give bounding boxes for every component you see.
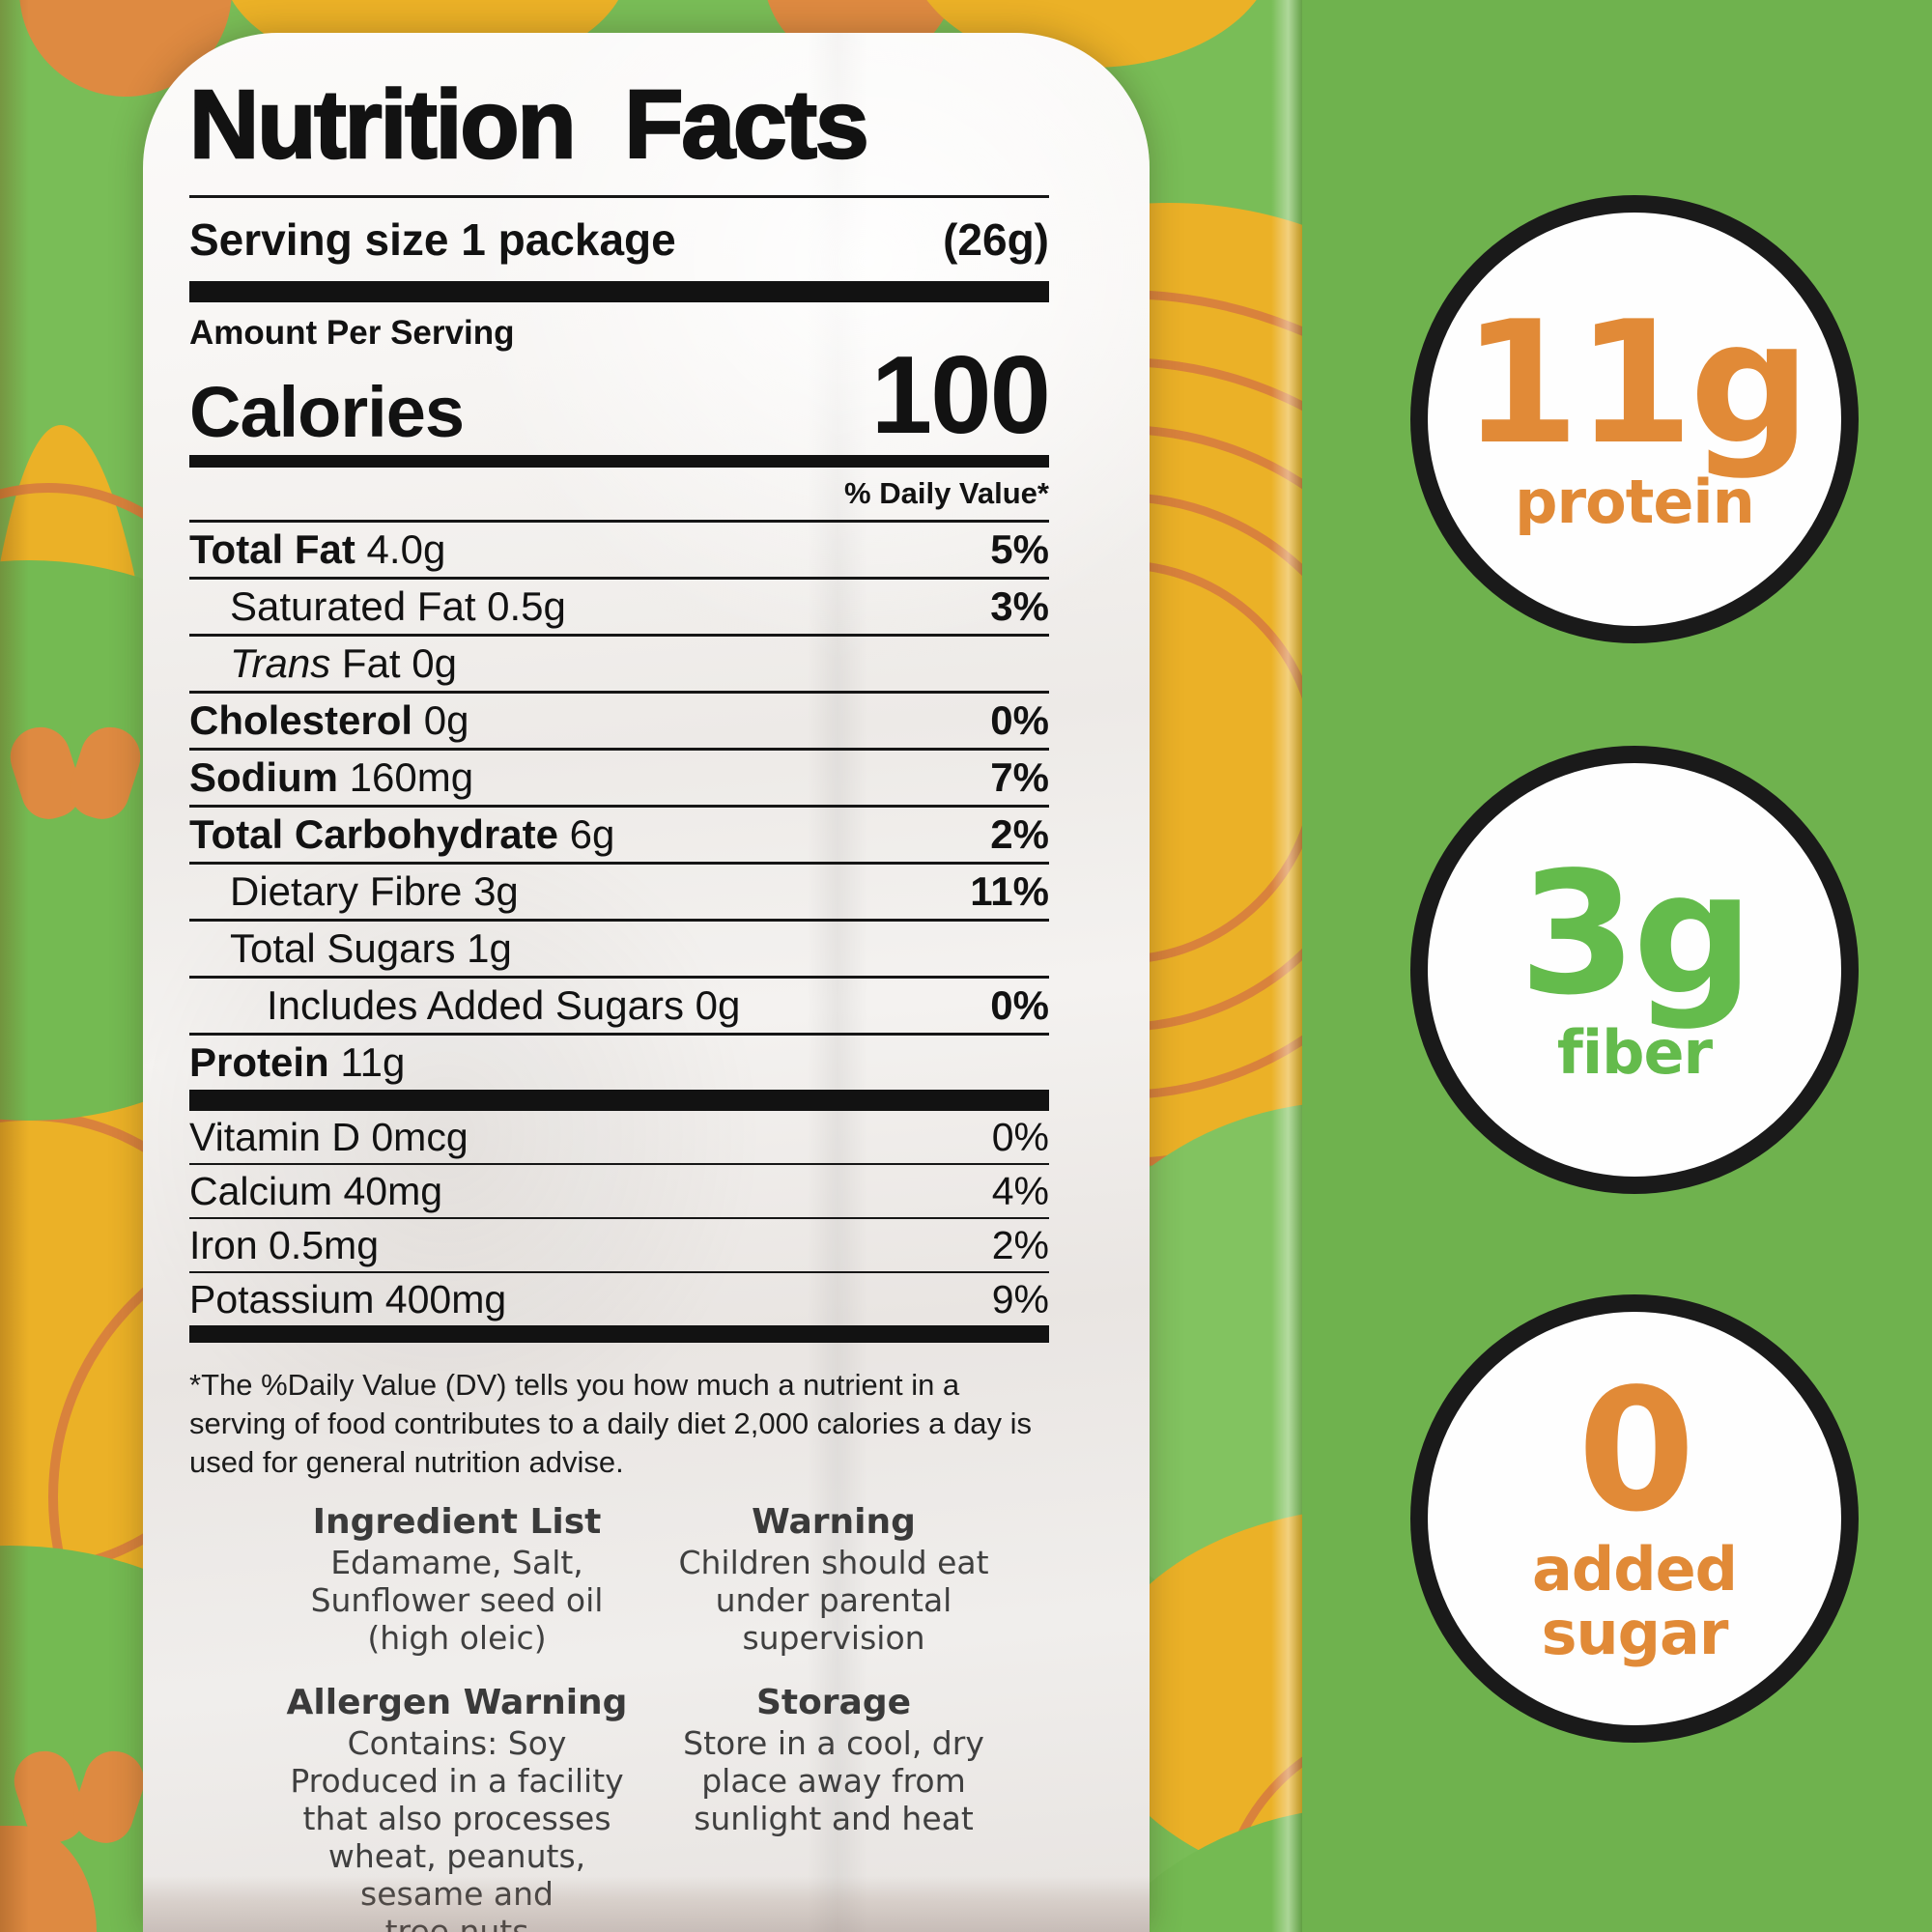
badge-value: 3g <box>1519 836 1753 1033</box>
badge-value: 0 <box>1577 1352 1695 1549</box>
serving-size-label: Serving size 1 package <box>189 214 676 265</box>
vitamin-name: Vitamin D 0mcg <box>189 1114 469 1159</box>
vitamin-row: Potassium 400mg 9% <box>189 1273 1049 1325</box>
info-heading: Ingredient List <box>312 1502 602 1542</box>
nutrient-name: Cholesterol 0g <box>189 697 469 743</box>
nutrient-row: Includes Added Sugars 0g 0% <box>189 979 1049 1036</box>
badge-label: fiber <box>1556 1017 1713 1089</box>
nutrient-row: Total Carbohydrate 6g 2% <box>189 808 1049 865</box>
bag-bottom-seal <box>143 1876 1150 1932</box>
daily-value-header: % Daily Value* <box>189 468 1049 523</box>
info-block: Storage Store in a cool, dry place away … <box>645 1682 1022 1932</box>
nutrient-daily-value: 5% <box>990 526 1049 572</box>
info-block: Ingredient List Edamame, Salt, Sunflower… <box>269 1501 645 1657</box>
nutrient-name: Includes Added Sugars 0g <box>267 982 741 1028</box>
thick-divider <box>189 281 1049 302</box>
badge-label: protein <box>1515 467 1755 538</box>
calories-value: 100 <box>870 334 1051 457</box>
amount-per-serving-label: Amount Per Serving <box>189 314 515 352</box>
badge-face: 0 added sugar <box>1428 1312 1841 1725</box>
badge-ring: 0 added sugar <box>1410 1294 1859 1743</box>
info-heading: Storage <box>755 1683 912 1722</box>
info-body: Children should eat under parental super… <box>678 1544 989 1657</box>
nutrient-name: Trans Fat 0g <box>230 640 457 686</box>
badge-face: 11g protein <box>1428 213 1841 626</box>
vitamin-row: Iron 0.5mg 2% <box>189 1219 1049 1273</box>
info-body: Store in a cool, dry place away from sun… <box>683 1724 984 1837</box>
info-body: Edamame, Salt, Sunflower seed oil (high … <box>310 1544 604 1657</box>
info-block: Allergen Warning Contains: Soy Produced … <box>269 1682 645 1932</box>
nutrient-name: Total Sugars 1g <box>230 925 512 971</box>
nutrient-name: Total Fat 4.0g <box>189 526 446 572</box>
nutrient-row: Cholesterol 0g 0% <box>189 694 1049 751</box>
nutrient-daily-value: 0% <box>990 697 1049 743</box>
nutrient-daily-value: 2% <box>990 811 1049 857</box>
badge-ring: 11g protein <box>1410 195 1859 643</box>
nutrient-badge: 0 added sugar <box>1410 1294 1859 1743</box>
nutrient-row: Total Fat 4.0g 5% <box>189 523 1049 580</box>
vitamin-daily-value: 2% <box>991 1222 1049 1267</box>
vitamin-name: Potassium 400mg <box>189 1276 507 1321</box>
nutrient-name: Saturated Fat 0.5g <box>230 583 566 629</box>
heart-shape <box>15 726 135 823</box>
bag-left-shadow <box>0 0 29 1932</box>
bag-fold-highlight <box>1271 0 1302 1932</box>
nutrient-badge: 3g fiber <box>1410 746 1859 1194</box>
info-blocks: Ingredient List Edamame, Salt, Sunflower… <box>269 1501 1022 1932</box>
nutrient-daily-value: 3% <box>990 583 1049 629</box>
nutrient-rows: Total Fat 4.0g 5% Saturated Fat 0.5g 3% … <box>189 523 1049 1090</box>
serving-size-weight: (26g) <box>943 214 1049 265</box>
info-body: Contains: Soy Produced in a facility tha… <box>290 1724 624 1932</box>
nutrient-row: Saturated Fat 0.5g 3% <box>189 580 1049 637</box>
nutrient-row: Dietary Fibre 3g 11% <box>189 865 1049 922</box>
vitamin-rows: Vitamin D 0mcg 0% Calcium 40mg 4% Iron 0… <box>189 1111 1049 1325</box>
nutrient-row: Total Sugars 1g <box>189 922 1049 979</box>
thick-divider <box>189 1090 1049 1111</box>
nutrient-daily-value: 11% <box>970 868 1049 914</box>
calories-row: Calories 100 <box>189 334 1051 457</box>
info-heading: Warning <box>752 1502 916 1542</box>
vitamin-name: Iron 0.5mg <box>189 1222 379 1267</box>
vitamin-row: Calcium 40mg 4% <box>189 1165 1049 1219</box>
nutrient-name: Sodium 160mg <box>189 754 474 800</box>
nutrient-daily-value: 0% <box>990 982 1049 1028</box>
serving-size-row: Serving size 1 package (26g) <box>189 198 1049 281</box>
nutrient-row: Protein 11g <box>189 1036 1049 1090</box>
nutrient-daily-value: 7% <box>990 754 1049 800</box>
badge-face: 3g fiber <box>1428 763 1841 1177</box>
vitamin-row: Vitamin D 0mcg 0% <box>189 1111 1049 1165</box>
vitamin-daily-value: 9% <box>991 1276 1049 1321</box>
info-block: Warning Children should eat under parent… <box>645 1501 1022 1657</box>
divider <box>189 195 1049 198</box>
thin-divider <box>189 1325 1049 1343</box>
nutrient-name: Total Carbohydrate 6g <box>189 811 615 857</box>
medium-divider <box>189 455 1049 468</box>
nutrient-badge: 11g protein <box>1410 195 1859 643</box>
badge-ring: 3g fiber <box>1410 746 1859 1194</box>
nutrient-row: Trans Fat 0g <box>189 637 1049 694</box>
info-heading: Allergen Warning <box>286 1683 628 1722</box>
vitamin-daily-value: 0% <box>991 1114 1049 1159</box>
nutrient-name: Dietary Fibre 3g <box>230 868 519 914</box>
badge-label: added sugar <box>1531 1534 1738 1669</box>
vitamin-daily-value: 4% <box>991 1168 1049 1213</box>
nutrition-facts-label: Nutrition Facts Serving size 1 package (… <box>143 33 1150 1932</box>
nutrient-row: Sodium 160mg 7% <box>189 751 1049 808</box>
vitamin-name: Calcium 40mg <box>189 1168 443 1213</box>
label-title: Nutrition Facts <box>188 71 870 179</box>
nutrient-name: Protein 11g <box>189 1039 406 1085</box>
calories-label: Calories <box>189 372 465 452</box>
badge-value: 11g <box>1462 285 1811 482</box>
daily-value-footnote: *The %Daily Value (DV) tells you how muc… <box>189 1368 1032 1479</box>
